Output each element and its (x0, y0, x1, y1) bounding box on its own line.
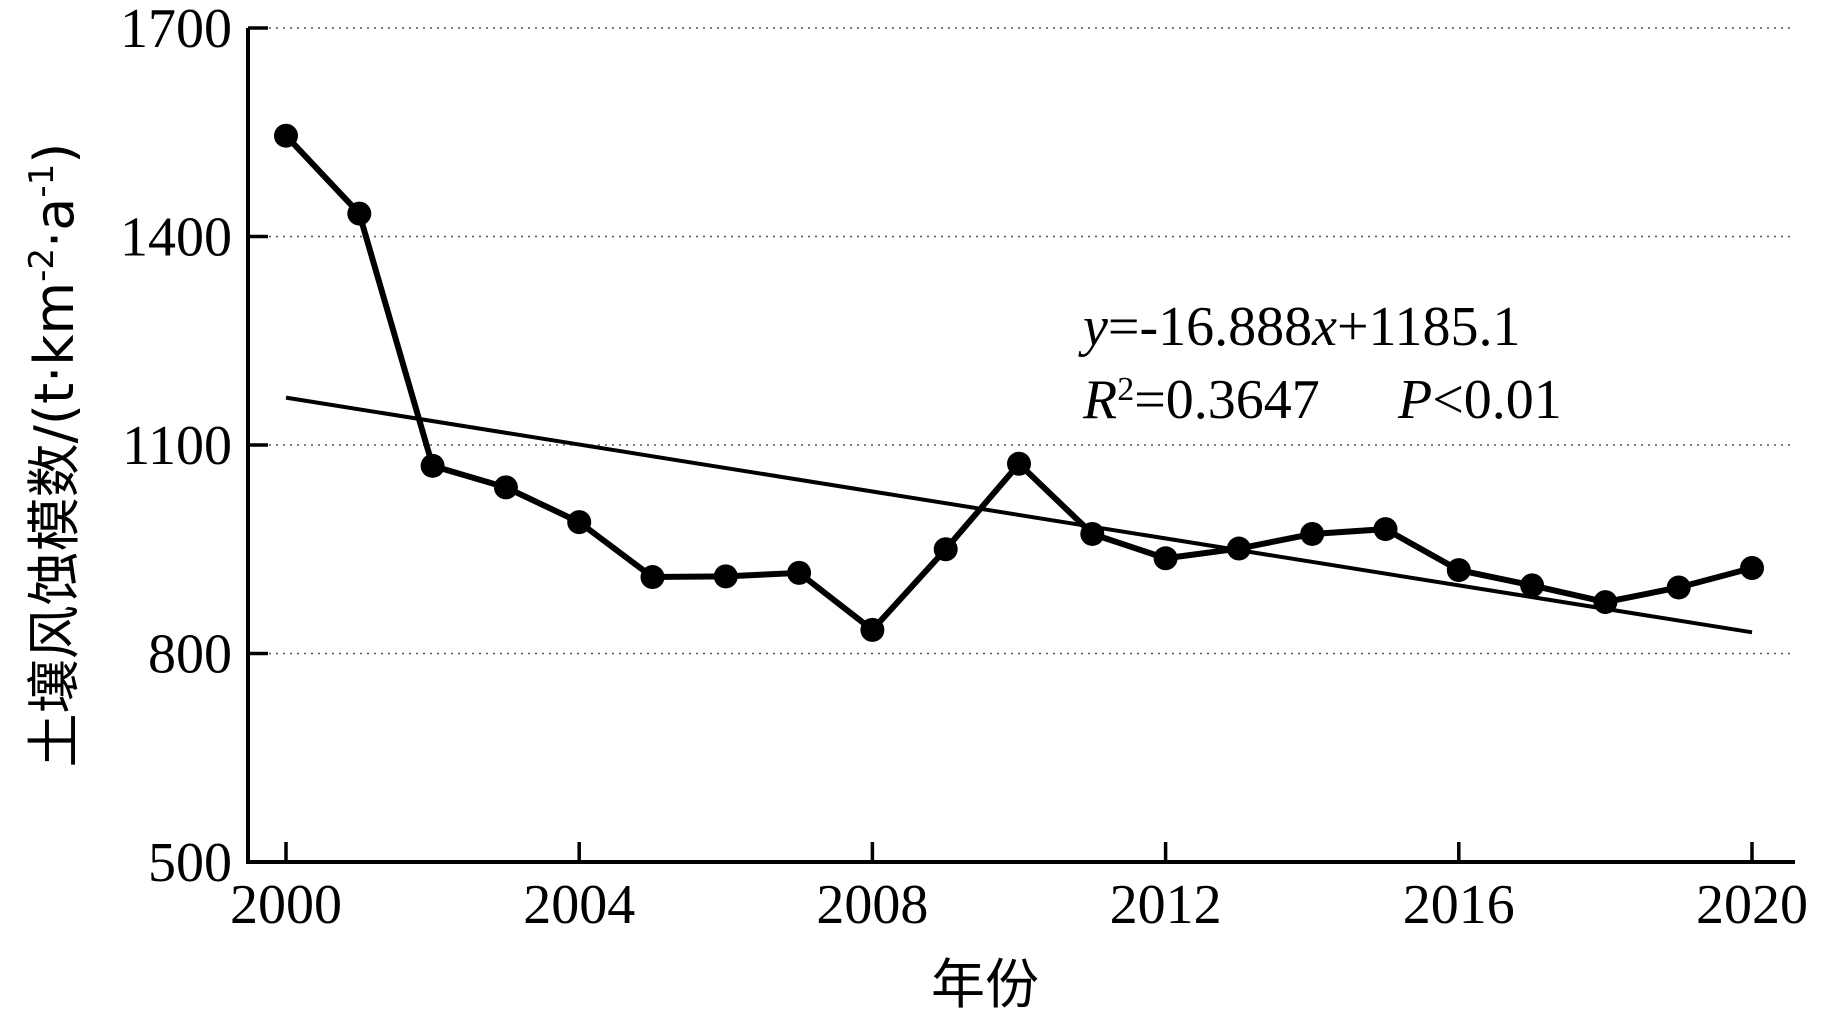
data-point-2007 (787, 560, 812, 585)
r-value: =0.3647 (1134, 369, 1320, 431)
x-tick-label-2012: 2012 (1110, 874, 1222, 936)
y-tick-label-800: 800 (148, 624, 232, 686)
x-tick-label-2008: 2008 (816, 874, 928, 936)
x-tick-label-2004: 2004 (523, 874, 635, 936)
y-axis-title-main: 土壤风蚀模数/(t·km (23, 282, 86, 767)
eq-part1: =-16.888 (1108, 296, 1312, 358)
y-tick-label-1400: 1400 (120, 207, 232, 269)
data-point-2008 (860, 617, 885, 642)
data-point-2016 (1446, 558, 1471, 583)
data-point-2020 (1740, 556, 1764, 581)
r-squared-label: R2=0.3647 (1082, 369, 1320, 431)
data-point-2015 (1373, 517, 1398, 542)
data-point-2012 (1153, 546, 1178, 571)
axes (246, 28, 1795, 864)
data-points (274, 123, 1764, 642)
data-point-2014 (1300, 521, 1325, 546)
y-tick-label-1700: 1700 (120, 0, 232, 60)
data-point-2018 (1593, 590, 1618, 615)
x-tick-label-2020: 2020 (1696, 874, 1808, 936)
regression-equation: y=-16.888x+1185.1 (1078, 296, 1520, 358)
r-symbol: R (1082, 369, 1117, 431)
p-symbol: P (1397, 369, 1432, 431)
data-point-2004 (567, 510, 592, 535)
eq-y-symbol: y (1078, 296, 1108, 358)
x-tick-label-2000: 2000 (230, 874, 342, 936)
y-axis-title-sup2: -1 (22, 164, 62, 198)
data-point-2006 (713, 564, 738, 589)
data-point-2002 (420, 453, 445, 478)
data-point-2001 (347, 201, 372, 226)
grid-lines (248, 27, 1795, 655)
data-point-2010 (1007, 451, 1031, 476)
x-tick-label-2016: 2016 (1403, 874, 1515, 936)
eq-x-symbol: x (1311, 296, 1337, 358)
data-point-2000 (274, 123, 298, 148)
data-point-2009 (933, 537, 958, 562)
data-point-2011 (1080, 521, 1105, 546)
trend-line (285, 395, 1753, 635)
data-point-2005 (640, 565, 665, 590)
y-ticks: 500 800 1100 1400 1700 (120, 0, 268, 894)
x-ticks: 2000 2004 2008 2012 2016 2020 (230, 842, 1808, 936)
data-point-2013 (1226, 536, 1251, 561)
eq-part2: +1185.1 (1337, 296, 1521, 358)
data-point-2017 (1520, 573, 1545, 598)
r-superscript: 2 (1117, 371, 1134, 408)
x-axis-title: 年份 (931, 953, 1039, 1014)
data-point-2003 (493, 475, 518, 500)
y-axis-title-end: ) (23, 143, 86, 164)
y-tick-label-500: 500 (148, 832, 232, 894)
y-axis-title-sup1: -2 (22, 248, 62, 282)
y-tick-label-1100: 1100 (122, 415, 232, 477)
p-value: <0.01 (1432, 369, 1562, 431)
data-point-2019 (1666, 575, 1691, 600)
y-axis-title: 土壤风蚀模数/(t·km-2·a-1) (22, 143, 86, 768)
p-value-label: P<0.01 (1397, 369, 1562, 431)
y-axis-title-mid: ·a (23, 198, 86, 248)
